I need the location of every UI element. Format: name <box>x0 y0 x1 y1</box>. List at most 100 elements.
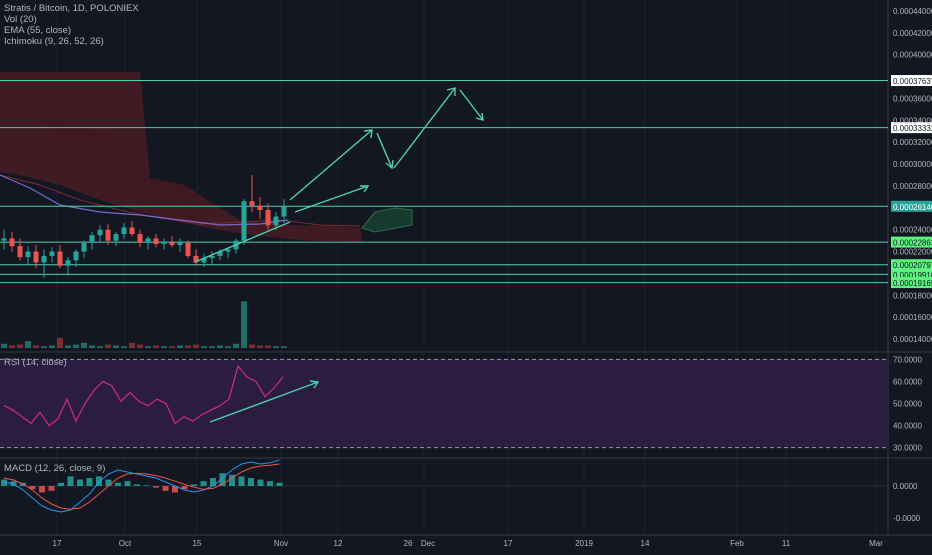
candle-body <box>249 201 255 206</box>
volume-bar <box>1 343 7 348</box>
indicator-vol[interactable]: Vol (20) <box>4 14 37 25</box>
macd-histogram-bar <box>29 486 36 490</box>
macd-histogram-bar <box>1 479 7 486</box>
level-badge-4 <box>891 259 932 271</box>
rsi-tick-label: 60.0000 <box>893 377 922 386</box>
candle-body <box>193 255 199 263</box>
level-badge-label-0: 0.00037637 <box>893 77 932 86</box>
volume-bar <box>161 346 167 348</box>
volume-bar <box>209 346 215 348</box>
volume-bar <box>273 346 279 348</box>
volume-bar <box>177 345 183 348</box>
macd-histogram-bar <box>162 486 169 491</box>
price-tick-label: 0.00018000 <box>893 291 932 300</box>
rsi-line <box>3 364 284 427</box>
indicator-ema[interactable]: EMA (55, close) <box>4 25 72 36</box>
volume-bar <box>225 346 231 348</box>
macd-histogram-bar <box>210 478 216 486</box>
projection-arrow-short <box>294 185 369 213</box>
price-tick-label: 0.00032000 <box>893 138 932 147</box>
volume-bar <box>129 342 135 348</box>
volume-bar <box>49 345 55 348</box>
candle-body <box>257 205 263 210</box>
candle-body <box>17 246 23 258</box>
volume-bar <box>73 344 79 348</box>
level-badge-label-4: 0.00020797 <box>893 261 932 270</box>
time-tick-label: Feb <box>730 539 744 548</box>
price-tick-label: 0.00044000 <box>893 7 932 16</box>
volume-bar <box>137 344 143 348</box>
level-badge-label-6: 0.00019165 <box>893 279 932 288</box>
volume-bar <box>57 337 63 348</box>
time-tick-label: Mar <box>869 539 883 548</box>
macd-histogram-bar <box>96 476 102 486</box>
level-badge-label-5: 0.00019910 <box>893 271 932 280</box>
level-badge-label-2: 0.00026140 <box>893 203 932 212</box>
ichimoku-span-line <box>0 174 361 227</box>
projection-arrow-head <box>360 185 370 193</box>
price-tick-label: 0.00036000 <box>893 94 932 103</box>
price-tick-label: 0.00034000 <box>893 116 932 125</box>
ema-line <box>0 174 289 226</box>
price-tick-label: 0.00022000 <box>893 248 932 257</box>
price-tick-label: 0.00042000 <box>893 29 932 38</box>
volume-bar <box>97 346 103 348</box>
macd-tick-label: -0.0000 <box>893 514 921 523</box>
projection-arrow-up-1 <box>289 129 373 201</box>
macd-histogram-bar <box>267 481 273 486</box>
time-tick-label: 15 <box>193 539 202 548</box>
volume-bar <box>185 345 191 348</box>
candle-body <box>201 258 207 263</box>
rsi-tick-label: 40.0000 <box>893 422 922 431</box>
indicator-ichimoku[interactable]: Ichimoku (9, 26, 52, 26) <box>4 36 104 47</box>
time-tick-label: 2019 <box>575 539 593 548</box>
projection-arrow-head <box>385 159 394 170</box>
ichimoku-cloud-bear <box>0 72 362 242</box>
macd-histogram-bar <box>134 484 140 486</box>
level-badge-6 <box>891 277 932 289</box>
candle-body <box>1 238 7 241</box>
volume-bar <box>201 346 207 348</box>
main-legend: Stratis / Bitcoin, 1D, POLONIEX Vol (20)… <box>4 3 139 47</box>
candle-body <box>241 201 247 241</box>
volume-bar <box>257 345 263 348</box>
volume-bar <box>65 345 71 348</box>
candle-body <box>33 251 39 263</box>
trendline-support <box>194 221 291 263</box>
symbol-title[interactable]: Stratis / Bitcoin, 1D, POLONIEX <box>4 3 139 14</box>
projection-arrow-up-2 <box>393 87 456 169</box>
level-badge-3 <box>891 236 932 248</box>
level-badge-0 <box>891 75 932 87</box>
macd-histogram-bar <box>143 485 150 486</box>
volume-bar <box>41 346 47 348</box>
price-tick-label: 0.00024000 <box>893 226 932 235</box>
candle-body <box>145 238 151 243</box>
volume-bar <box>9 345 15 348</box>
volume-bar <box>89 345 95 348</box>
volume-bar <box>281 346 287 348</box>
candle-body <box>65 260 71 266</box>
candle-body <box>281 206 287 217</box>
macd-histogram-bar <box>77 479 83 486</box>
macd-histogram-bar <box>58 482 64 486</box>
time-tick-label: 17 <box>504 539 513 548</box>
ichimoku-cloud-bull <box>361 207 413 233</box>
rsi-legend[interactable]: RSI (14, close) <box>4 357 67 368</box>
volume-bar <box>169 346 175 348</box>
ichimoku-cloud-bear-inner <box>0 118 215 220</box>
volume-bar <box>33 345 39 348</box>
candle-body <box>185 242 191 256</box>
volume-bar <box>113 345 119 348</box>
macd-histogram-bar <box>276 482 283 486</box>
time-tick-label: Oct <box>119 539 132 548</box>
macd-histogram-bar <box>115 482 121 486</box>
volume-bar <box>249 344 255 348</box>
price-tick-label: 0.00028000 <box>893 182 932 191</box>
macd-line <box>3 459 280 513</box>
projection-arrow-head <box>309 380 320 389</box>
macd-legend[interactable]: MACD (12, 26, close, 9) <box>4 463 106 474</box>
candle-body <box>169 241 175 245</box>
candle-body <box>153 238 159 244</box>
